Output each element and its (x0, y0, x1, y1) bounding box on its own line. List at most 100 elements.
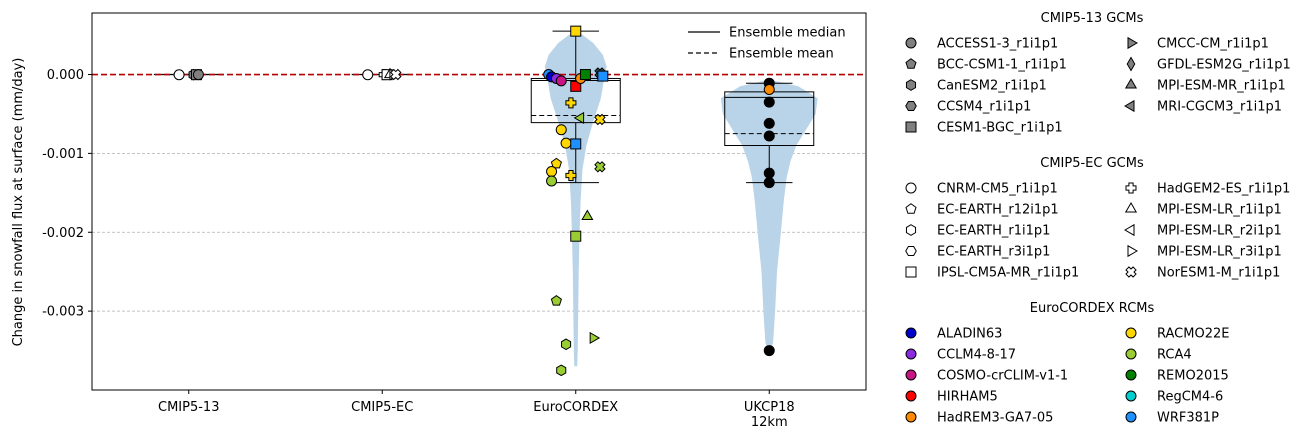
legend-marker (905, 348, 917, 360)
legend-marker (905, 266, 917, 278)
legend-entry-label: CMCC-CM_r1i1p1 (1157, 37, 1269, 52)
legend-marker (905, 224, 917, 236)
data-point (565, 97, 577, 109)
legend-entry-label: COSMO-crCLIM-v1-1 (937, 369, 1068, 384)
legend-entry-label: EC-EARTH_r1i1p1 (937, 224, 1050, 239)
data-point (550, 295, 562, 306)
legend-marker (905, 245, 917, 257)
legend-entry-label: CCSM4_r1i1p1 (937, 100, 1031, 115)
data-point (546, 166, 558, 178)
legend-marker (905, 100, 917, 112)
legend-marker (905, 390, 917, 402)
data-point (597, 70, 609, 82)
data-point (173, 69, 185, 81)
legend-entry-label: GFDL-ESM2G_r1i1p1 (1157, 58, 1291, 73)
legend-marker (905, 411, 917, 423)
data-point (550, 157, 562, 169)
y-tick-label: -0.002 (42, 226, 84, 241)
legend-section-title: EuroCORDEX RCMs (1030, 301, 1155, 316)
legend-entry-label: CNRM-CM5_r1i1p1 (937, 182, 1058, 197)
legend-entry-label: HIRHAM5 (937, 390, 998, 405)
legend-marker (1124, 202, 1138, 213)
data-point (763, 117, 775, 129)
legend-entry-label: CESM1-BGC_r1i1p1 (937, 121, 1063, 136)
legend-marker (1127, 36, 1138, 50)
legend-entry-label: RACMO22E (1157, 327, 1229, 342)
legend-entry-label: REMO2015 (1157, 369, 1229, 384)
legend-marker (1125, 348, 1137, 360)
legend-marker (1125, 390, 1137, 402)
legend-marker (905, 203, 917, 214)
data-point (763, 84, 775, 96)
data-point (390, 68, 402, 81)
legend-marker (1127, 244, 1138, 258)
data-point (763, 167, 775, 179)
legend-entry-label: IPSL-CM5A-MR_r1i1p1 (937, 266, 1079, 281)
data-point (594, 113, 606, 126)
legend: CMIP5-13 GCMs ACCESS1-3_r1i1p1 BCC-CSM1-1_… (905, 11, 1291, 426)
axes-frame (91, 12, 867, 391)
legend-entry-label: CCLM4-8-17 (937, 348, 1016, 363)
y-tick-label: -0.001 (42, 147, 84, 162)
data-point (555, 124, 567, 136)
legend-line-label: Ensemble mean (729, 47, 834, 62)
data-point (570, 25, 582, 37)
legend-marker (1126, 56, 1136, 72)
legend-entry-label: ALADIN63 (937, 327, 1002, 342)
legend-entry-label: BCC-CSM1-1_r1i1p1 (937, 58, 1067, 73)
legend-section-title: CMIP5-13 GCMs (1041, 11, 1144, 26)
plot-area: 0.000 -0.001 -0.002 -0.003 CMIP5-13 CMIP5-EC E… (42, 12, 867, 430)
legend-marker (1124, 78, 1138, 89)
legend-marker (905, 37, 917, 49)
data-point (763, 96, 775, 108)
data-point (362, 69, 374, 81)
legend-entry-label: NorESM1-M_r1i1p1 (1157, 266, 1280, 281)
legend-entry-label: MRI-CGCM3_r1i1p1 (1157, 100, 1282, 115)
legend-marker (905, 327, 917, 339)
data-point (556, 364, 567, 377)
legend-marker (1125, 327, 1137, 339)
legend-marker (905, 369, 917, 381)
legend-marker (1125, 182, 1137, 194)
legend-entry-label: HadGEM2-ES_r1i1p1 (1157, 182, 1290, 197)
legend-entry-label: HadREM3-GA7-05 (937, 411, 1053, 426)
violin (720, 80, 818, 351)
x-tick-label: EuroCORDEX (533, 400, 618, 415)
legend-entry-label: RegCM4-6 (1157, 390, 1223, 405)
data-point (192, 69, 204, 81)
x-tick-label: UKCP18 (744, 400, 795, 415)
x-tick-label: CMIP5-13 (158, 400, 219, 415)
legend-entry-label: EC-EARTH_r3i1p1 (937, 245, 1050, 260)
data-point (570, 80, 582, 92)
legend-entry-label: MPI-ESM-LR_r2i1p1 (1157, 224, 1282, 239)
data-point (546, 175, 558, 187)
data-point (573, 111, 585, 124)
x-tick-label: 12km (751, 415, 788, 430)
legend-entry-label: RCA4 (1157, 348, 1192, 363)
data-point (763, 345, 775, 357)
data-point (581, 209, 594, 220)
legend-entry-label: MPI-ESM-LR_r1i1p1 (1157, 203, 1282, 218)
legend-entry-label: MPI-ESM-MR_r1i1p1 (1157, 79, 1286, 94)
legend-marker (1125, 266, 1137, 278)
y-tick-label: 0.000 (47, 68, 84, 83)
data-point (570, 230, 582, 242)
x-tick-label: CMIP5-EC (351, 400, 413, 415)
data-point (589, 331, 601, 345)
data-point (560, 137, 572, 149)
legend-marker (1125, 369, 1137, 381)
legend-marker (905, 79, 917, 91)
data-point (555, 75, 567, 87)
data-point (570, 138, 582, 150)
legend-entry-label: CanESM2_r1i1p1 (937, 79, 1047, 94)
legend-marker (1125, 411, 1137, 423)
legend-line-label: Ensemble median (729, 26, 846, 41)
data-point (594, 161, 606, 173)
legend-marker (1124, 99, 1135, 113)
legend-marker (905, 58, 917, 69)
legend-marker (905, 121, 917, 133)
data-point (763, 177, 775, 189)
violin (544, 31, 607, 367)
legend-entry-label: ACCESS1-3_r1i1p1 (937, 37, 1058, 52)
